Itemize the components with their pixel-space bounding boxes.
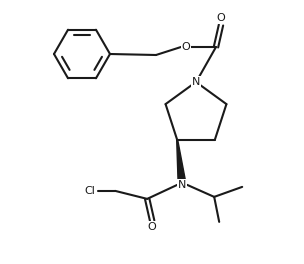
Text: Cl: Cl (85, 186, 96, 196)
Text: O: O (217, 13, 225, 23)
Polygon shape (177, 140, 186, 185)
Text: O: O (148, 222, 157, 232)
Text: N: N (178, 180, 186, 190)
Text: O: O (181, 42, 190, 52)
Text: N: N (192, 77, 200, 87)
